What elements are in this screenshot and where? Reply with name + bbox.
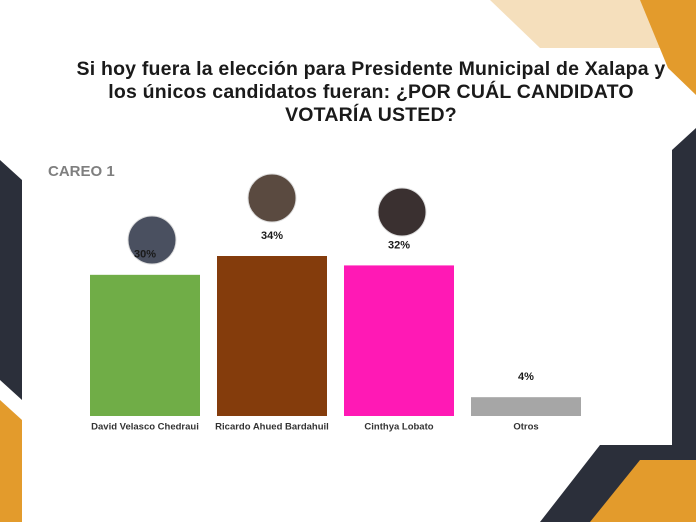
subtitle: CAREO 1 xyxy=(48,163,115,180)
decor xyxy=(590,460,696,522)
decor xyxy=(0,400,22,522)
decor xyxy=(640,0,696,95)
candidate-photo xyxy=(377,187,427,237)
decor xyxy=(672,128,696,522)
value-label: 34% xyxy=(261,230,283,242)
x-tick-label: David Velasco Chedraui xyxy=(91,422,199,433)
bar xyxy=(90,274,200,416)
candidate-photo xyxy=(127,215,177,265)
decor xyxy=(490,0,690,48)
bar xyxy=(471,397,581,416)
chart-title: Si hoy fuera la elección para Presidente… xyxy=(76,58,666,126)
value-label: 30% xyxy=(134,249,156,261)
bar xyxy=(217,256,327,416)
value-label: 4% xyxy=(518,371,534,383)
value-label: 32% xyxy=(388,239,410,251)
decor xyxy=(0,160,22,400)
bar xyxy=(344,265,454,416)
x-tick-label: Cinthya Lobato xyxy=(364,422,433,433)
x-tick-label: Ricardo Ahued Bardahuil xyxy=(215,422,329,433)
x-tick-label: Otros xyxy=(513,422,538,433)
candidate-photo xyxy=(247,173,297,223)
